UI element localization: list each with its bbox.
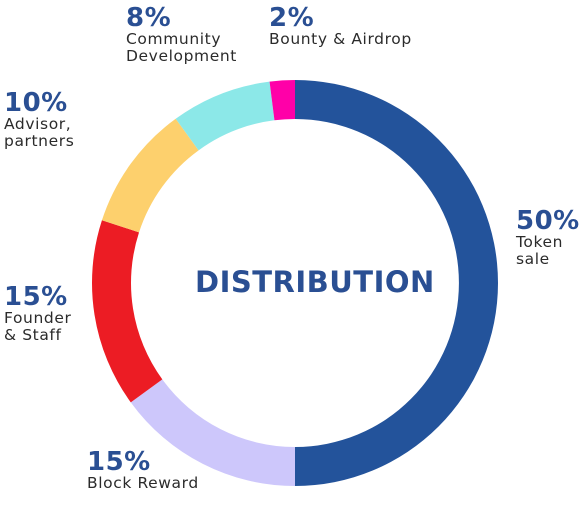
pct-token-sale: 50% xyxy=(516,206,580,236)
desc-founder-staff-line2: & Staff xyxy=(4,326,62,344)
desc-block-reward-line1: Block Reward xyxy=(87,474,199,492)
pct-advisor-partners: 10% xyxy=(4,88,68,118)
label-founder-staff: 15% Founder & Staff xyxy=(4,284,71,344)
label-bounty-airdrop: 2% Bounty & Airdrop xyxy=(269,5,412,48)
pct-bounty-airdrop: 2% xyxy=(269,3,315,33)
desc-community-development-line1: Community xyxy=(126,30,222,48)
slice-advisor-partners xyxy=(101,118,199,233)
label-block-reward: 15% Block Reward xyxy=(87,449,199,492)
label-token-sale: 50% Token sale xyxy=(516,208,580,268)
slice-founder-staff xyxy=(91,220,163,403)
pct-community-development: 8% xyxy=(126,3,172,33)
desc-token-sale-line2: sale xyxy=(516,250,550,268)
desc-community-development-line2: Development xyxy=(126,47,237,65)
label-community-development: 8% Community Development xyxy=(126,5,237,65)
pct-block-reward: 15% xyxy=(87,447,151,477)
pct-founder-staff: 15% xyxy=(4,282,68,312)
label-advisor-partners: 10% Advisor, partners xyxy=(4,90,74,150)
desc-advisor-partners-line1: Advisor, xyxy=(4,115,72,133)
desc-bounty-airdrop-line1: Bounty & Airdrop xyxy=(269,30,412,48)
slice-bounty-airdrop xyxy=(269,80,295,121)
slice-block-reward xyxy=(130,379,295,486)
chart-title: DISTRIBUTION xyxy=(195,265,435,299)
slice-token-sale xyxy=(295,80,498,486)
slice-community-development xyxy=(175,81,275,151)
desc-founder-staff-line1: Founder xyxy=(4,309,72,327)
desc-advisor-partners-line2: partners xyxy=(4,132,75,150)
desc-token-sale-line1: Token xyxy=(516,233,564,251)
